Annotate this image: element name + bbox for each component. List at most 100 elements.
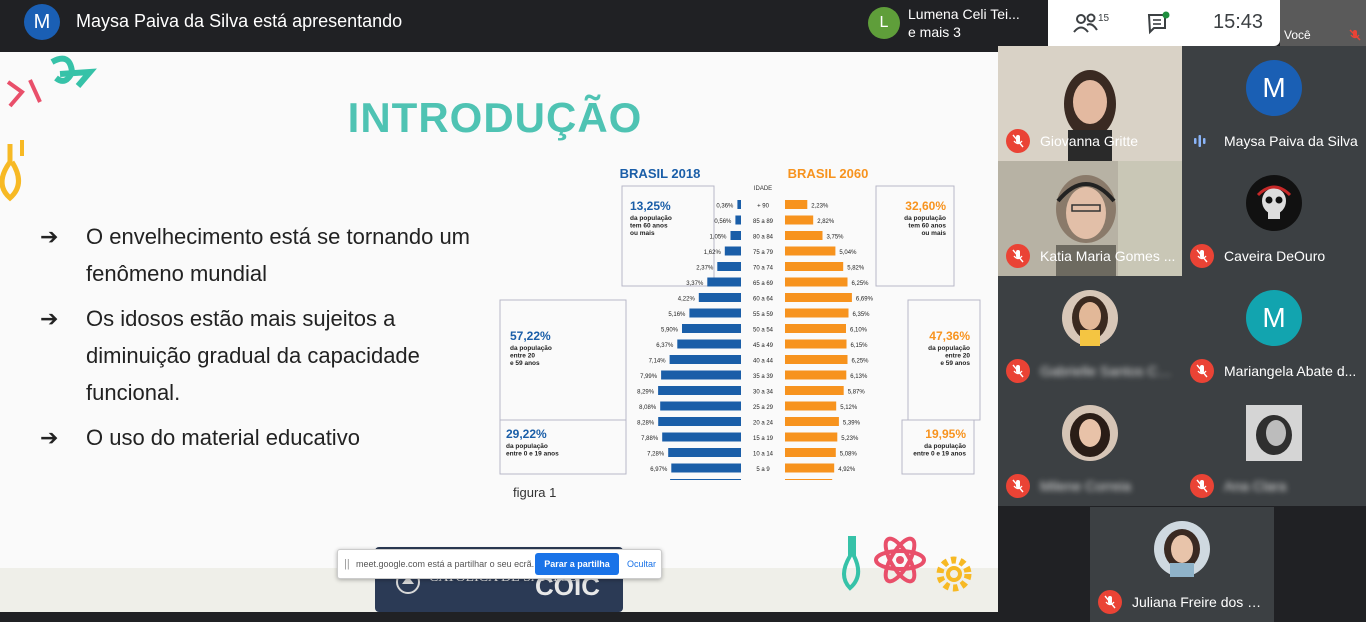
participant-tile[interactable]: Milene Correia [998,391,1182,506]
mic-off-icon [1006,474,1030,498]
bullet-item: ➔ O envelhecimento está se tornando um f… [40,218,480,292]
bar-2018 [669,355,741,364]
value-label-2060: 5,12% [840,405,858,411]
age-label: 85 a 89 [753,219,774,225]
participant-tile[interactable]: Caveira DeOuro [1182,161,1366,276]
bar-2060 [785,324,846,333]
screen-share-notification: || meet.google.com está a partilhar o se… [337,549,662,579]
participant-tile[interactable]: Juliana Freire dos S... [1090,507,1274,622]
age-label: 20 a 24 [753,421,774,427]
bar-2018 [661,370,741,380]
participant-tile[interactable]: M Mariangela Abate d... [1182,276,1366,391]
profile-photo [1072,296,1108,346]
bullet-text: Os idosos estão mais sujeitos a diminuiç… [86,306,420,405]
science-decoration-right [842,536,972,592]
bar-2060 [785,370,847,380]
bar-2018 [707,277,741,287]
annotation-2060-20to59-text: da população [928,345,970,352]
bar-2018 [677,339,741,349]
bar-2018 [671,463,741,473]
annotation-2060-0to19-text: entre 0 e 19 anos [913,451,966,458]
participant-name: Katia Maria Gomes ... [1040,248,1176,264]
bar-2060 [785,308,849,318]
participants-grid: Giovanna Gritte M Maysa Paiva da Silva K… [998,46,1366,622]
bar-2018 [658,417,741,426]
mic-off-icon [1349,29,1361,41]
value-label-2018: 7,88% [641,436,659,442]
annotation-2060-60plus-percent: 32,60% [905,199,946,213]
participant-tile[interactable]: M Maysa Paiva da Silva [1182,46,1366,161]
active-speaker-chip[interactable]: L Lumena Celi Tei... e mais 3 [860,0,1048,46]
avatar [1062,290,1118,346]
annotation-2060-0to19-text: da população [924,443,966,450]
value-label-2018: 7,14% [649,359,667,365]
value-label-2060: 5,04% [839,250,857,256]
self-tile[interactable]: Você [1280,0,1366,46]
people-button[interactable]: 15 [1072,10,1110,36]
participant-tile[interactable]: Gabrielle Santos Ca... [998,276,1182,391]
annotation-2060-0to19-percent: 19,95% [925,427,966,441]
participant-name: Ana Clara [1224,478,1287,494]
value-label-2060: 6,69% [856,297,874,303]
value-label-2060: 5,87% [848,390,866,396]
participant-name: Juliana Freire dos S... [1132,594,1268,610]
bar-2060 [785,448,836,457]
bar-2018 [682,324,741,333]
participant-tile[interactable]: Katia Maria Gomes ... [998,161,1182,276]
age-label: 50 a 54 [753,328,774,334]
chat-icon [1147,11,1170,35]
meeting-controls: 15 15:43 [1048,0,1280,46]
bar-2060 [785,401,837,411]
value-label-2060: 5,39% [843,421,861,427]
bullet-list: ➔ O envelhecimento está se tornando um f… [40,218,480,464]
participant-tile[interactable]: Giovanna Gritte [998,46,1182,161]
bar-2060 [785,432,838,442]
annotation-2018-0to19-text: entre 0 e 19 anos [506,451,559,458]
annotation-2060-60plus-text: da população [904,215,946,222]
value-label-2018: 8,08% [639,405,657,411]
age-label: 40 a 44 [753,359,774,365]
value-label-2060: 2,23% [811,204,829,210]
people-icon: 15 [1073,13,1110,33]
hide-button[interactable]: Ocultar [627,559,657,569]
drag-handle-icon[interactable]: || [344,558,350,570]
avatar [1246,405,1302,461]
value-label-2060: 3,75% [827,235,845,241]
presentation-slide: INTRODUÇÃO ➔ O envelhecimento está se to… [0,52,998,612]
value-label-2060: 6,15% [851,343,869,349]
bar-2018 [717,262,741,271]
population-pyramid-chart: BRASIL 2018 BRASIL 2060 IDADE + 90 0,36% 2,23… [499,166,981,480]
age-label: 15 a 19 [753,436,774,442]
right-title: BRASIL 2060 [788,166,869,181]
age-label: 60 a 64 [753,297,774,303]
participant-name: Milene Correia [1040,478,1132,494]
value-label-2018: 8,28% [637,421,655,427]
bar-2018 [730,231,741,240]
stop-sharing-button[interactable]: Parar a partilha [535,553,619,575]
clock: 15:43 [1213,11,1264,33]
annotation-box [901,419,975,475]
annotation-box [621,185,715,287]
participant-tile[interactable]: Ana Clara [1182,391,1366,506]
mic-off-icon [1190,474,1214,498]
age-label: 30 a 34 [753,390,774,396]
mic-off-icon [1098,590,1122,614]
mic-off-icon [1006,129,1030,153]
annotation-2018-60plus-text: tem 60 anos [630,223,668,230]
annotation-2018-60plus-text: ou mais [630,230,655,237]
bar-2018 [670,479,741,480]
presenter-avatar[interactable]: M [24,4,60,40]
age-label: 25 a 29 [753,405,774,411]
bullet-text: O uso do material educativo [86,425,360,450]
bar-2060 [785,355,848,364]
value-label-2018: 5,90% [661,328,679,334]
chat-button[interactable] [1146,11,1172,35]
skull-icon [1256,185,1292,219]
age-label: 35 a 39 [753,374,774,380]
annotation-2060-20to59-text: e 59 anos [940,360,970,367]
share-message: meet.google.com está a partilhar o seu e… [356,559,535,569]
bar-2060 [785,339,847,349]
value-label-2018: 1,05% [709,235,727,241]
profile-photo [1246,405,1302,461]
bar-2060 [785,277,848,287]
